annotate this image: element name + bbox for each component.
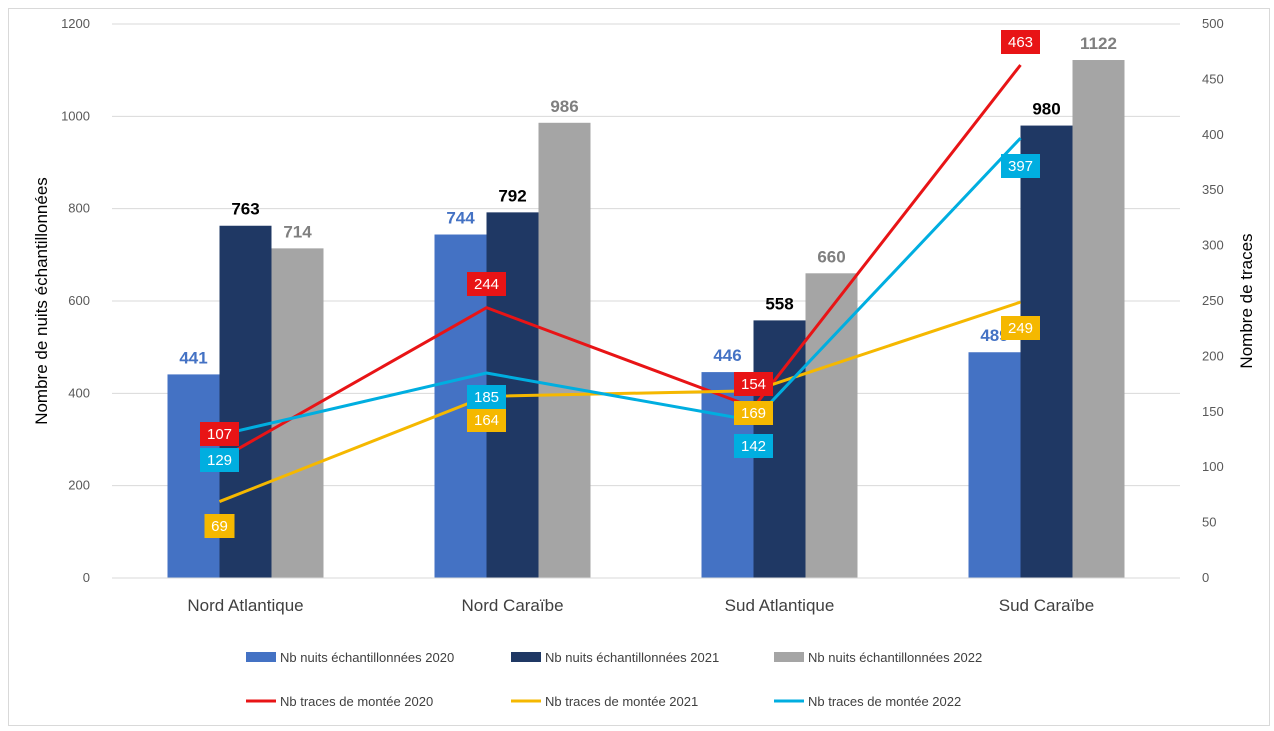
data-labels: 4417444464897637925589807149866601122107…: [179, 30, 1117, 538]
series-line: [219, 137, 1022, 437]
y-tick-label: 0: [83, 570, 90, 585]
line-value-label: 463: [1008, 34, 1033, 51]
y-tick-label: 400: [68, 385, 90, 400]
line-label-box: [200, 422, 239, 446]
legend-label: Nb traces de montée 2021: [545, 694, 698, 709]
y2-tick-label: 450: [1202, 71, 1224, 86]
bar-value-label: 763: [231, 200, 259, 219]
line-value-label: 142: [741, 438, 766, 455]
y2-tick-label: 250: [1202, 293, 1224, 308]
legend: Nb nuits échantillonnées 2020 Nb nuits éc…: [246, 650, 982, 709]
y2-tick-label: 200: [1202, 348, 1224, 363]
bar-value-label: 441: [179, 348, 207, 367]
bar-value-label: 744: [446, 209, 475, 228]
legend-swatch: [511, 652, 541, 662]
line-label-box: [200, 448, 239, 472]
line-value-label: 69: [211, 518, 228, 535]
bar-value-label: 986: [550, 97, 578, 116]
bar: [167, 374, 220, 578]
y2-tick-label: 400: [1202, 127, 1224, 142]
bar: [1020, 125, 1073, 579]
y2-tick-label: 100: [1202, 459, 1224, 474]
y2-tick-label: 300: [1202, 238, 1224, 253]
y2-axis-title: Nombre de traces: [1237, 233, 1256, 368]
lines: [218, 64, 1022, 503]
y-tick-label: 600: [68, 293, 90, 308]
line-label-box: [1001, 154, 1040, 178]
legend-label: Nb traces de montée 2022: [808, 694, 961, 709]
y-tick-label: 1000: [61, 108, 90, 123]
bar-value-label: 446: [713, 346, 741, 365]
bars: [167, 60, 1125, 579]
line-value-label: 244: [474, 276, 499, 293]
y2-tick-label: 50: [1202, 515, 1216, 530]
line-value-label: 397: [1008, 158, 1033, 175]
bar-value-label: 980: [1032, 100, 1060, 119]
line-value-label: 164: [474, 412, 499, 429]
legend-swatch: [774, 652, 804, 662]
x-tick-label: Nord Caraïbe: [461, 596, 563, 615]
axes: 0 200 400 600 800 1000 1200 0 50 100 150 200 250 300 3…: [32, 16, 1256, 615]
x-tick-label: Sud Caraïbe: [999, 596, 1094, 615]
line-value-label: 185: [474, 389, 499, 406]
bar: [1072, 60, 1125, 578]
line-label-box: [734, 401, 773, 425]
bar-value-label: 660: [817, 247, 845, 266]
legend-label: Nb nuits échantillonnées 2022: [808, 650, 982, 665]
series-line: [218, 300, 1021, 503]
bar: [538, 122, 591, 579]
legend-label: Nb traces de montée 2020: [280, 694, 433, 709]
y2-tick-label: 0: [1202, 570, 1209, 585]
line-label-box: [1001, 316, 1040, 340]
y-tick-label: 800: [68, 201, 90, 216]
y-tick-label: 200: [68, 478, 90, 493]
line-label-box: [467, 408, 506, 432]
bar: [805, 273, 858, 578]
legend-swatch: [246, 652, 276, 662]
series-line: [218, 64, 1022, 461]
line-label-box: [467, 272, 506, 296]
line-value-label: 249: [1008, 320, 1033, 337]
line-value-label: 154: [741, 376, 766, 393]
line-label-box: [204, 514, 235, 538]
legend-label: Nb nuits échantillonnées 2021: [545, 650, 719, 665]
bar-value-label: 558: [765, 294, 793, 313]
line-value-label: 107: [207, 426, 232, 443]
bar-value-label: 1122: [1080, 34, 1117, 53]
y-tick-label: 1200: [61, 16, 90, 31]
line-label-box: [1001, 30, 1040, 54]
bar-value-label: 792: [498, 186, 526, 205]
line-value-label: 169: [741, 405, 766, 422]
bar-value-label: 714: [283, 222, 312, 241]
y2-tick-label: 150: [1202, 404, 1224, 419]
line-value-label: 129: [207, 452, 232, 469]
y2-tick-label: 500: [1202, 16, 1224, 31]
line-label-box: [734, 372, 773, 396]
legend-label: Nb nuits échantillonnées 2020: [280, 650, 454, 665]
bar: [968, 352, 1021, 578]
line-label-box: [734, 434, 773, 458]
y2-tick-label: 350: [1202, 182, 1224, 197]
y-axis-title: Nombre de nuits échantillonnées: [32, 177, 51, 425]
line-label-box: [467, 385, 506, 409]
x-tick-label: Nord Atlantique: [187, 596, 303, 615]
x-tick-label: Sud Atlantique: [725, 596, 835, 615]
